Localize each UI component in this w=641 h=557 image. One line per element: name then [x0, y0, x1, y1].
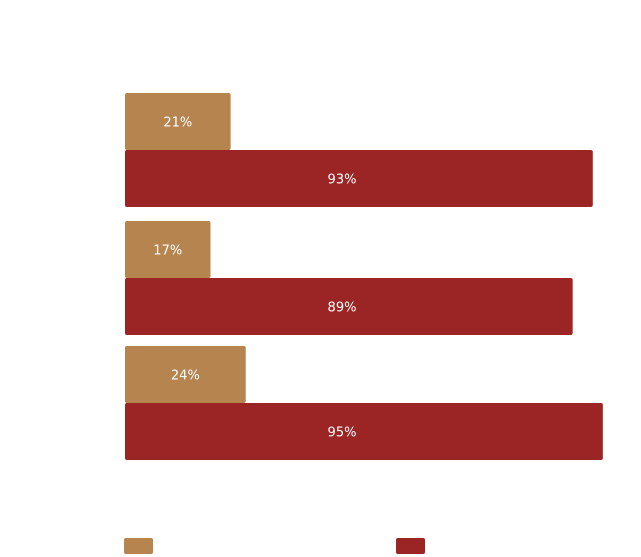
legend-swatch-series2: [396, 538, 425, 554]
legend: [124, 538, 425, 554]
bar-label-series2-cat1: 93%: [328, 173, 357, 188]
bar-label-series1-cat3: 24%: [171, 369, 200, 384]
bar-label-series2-cat2: 89%: [328, 301, 357, 316]
bar-series2-cat2: [125, 278, 573, 335]
bar-label-series1-cat1: 21%: [163, 116, 192, 131]
bar-series2-cat3: [125, 403, 603, 460]
bar-series2-cat1: [125, 150, 593, 207]
bar-series1-cat2: [125, 221, 211, 278]
bars-layer: [125, 93, 603, 460]
bar-label-series1-cat2: 17%: [153, 244, 182, 259]
bar-label-series2-cat3: 95%: [328, 426, 357, 441]
legend-swatch-series1: [124, 538, 153, 554]
bar-series1-cat1: [125, 93, 231, 150]
labels-layer: 21% 93% 17% 89% 24% 95%: [153, 116, 356, 441]
bar-series1-cat3: [125, 346, 246, 403]
